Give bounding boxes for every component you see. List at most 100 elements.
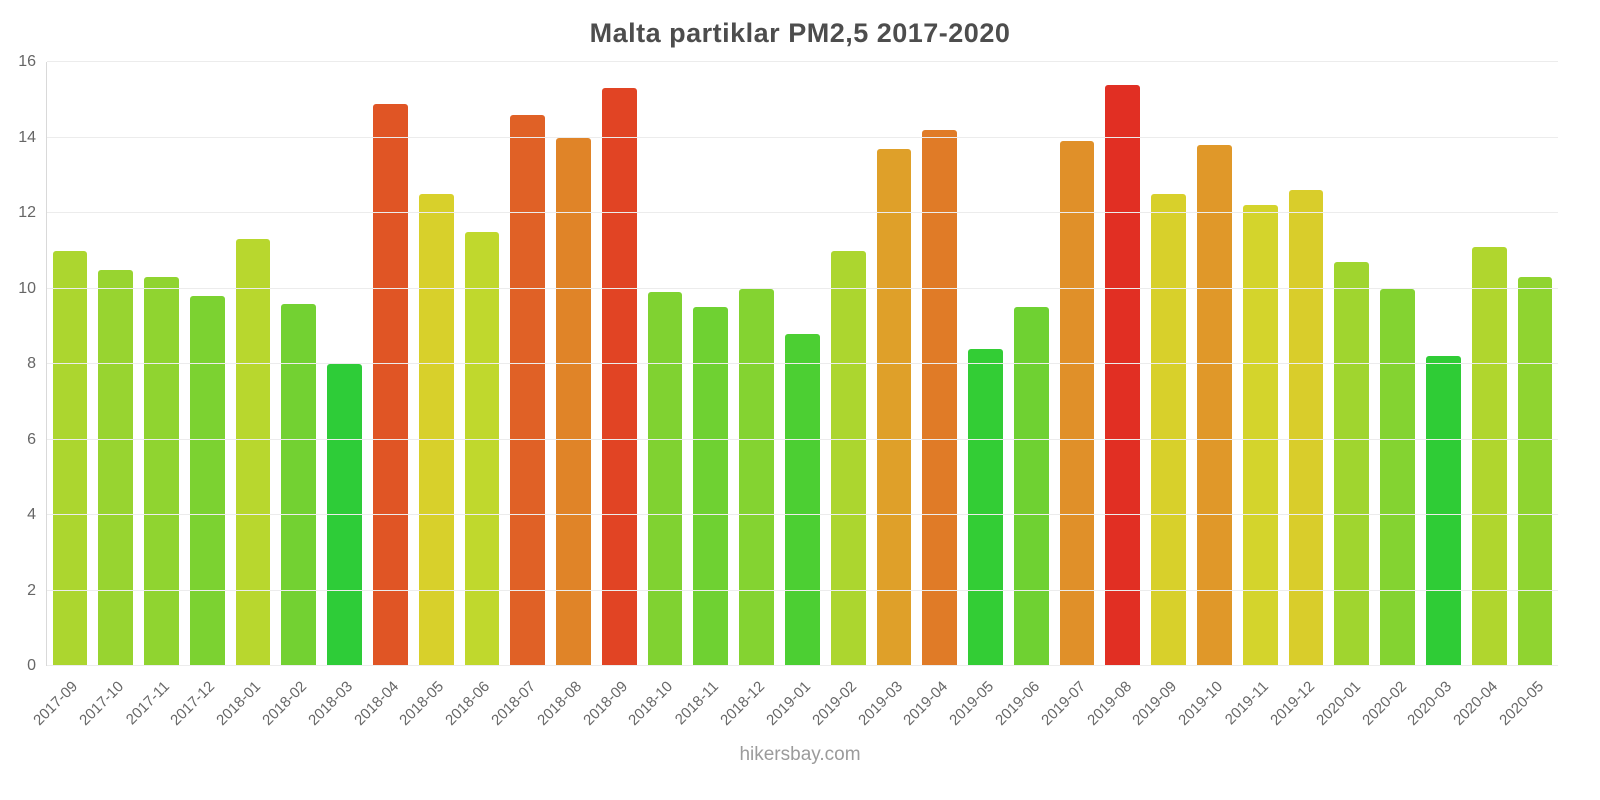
bar-slot — [184, 62, 230, 666]
x-tick-label: 2019-06 — [992, 678, 1044, 729]
bar-slot — [642, 62, 688, 666]
bar — [464, 231, 500, 666]
x-tick-label: 2018-07 — [488, 678, 540, 729]
bar — [922, 129, 958, 666]
bar — [785, 333, 820, 666]
bar — [52, 250, 88, 666]
x-tick-label: 2018-08 — [533, 678, 585, 729]
bar-slot — [1329, 62, 1375, 666]
bar — [1105, 84, 1141, 666]
bar-slot — [825, 62, 871, 666]
x-axis: 2017-09 2017-10 2017-11 2017-12 2018-01 2018-… — [30, 666, 1558, 744]
x-tick-label: 2019-04 — [900, 678, 952, 729]
bar-slot — [1054, 62, 1100, 666]
x-tick-label: 2018-02 — [259, 678, 311, 729]
bar-slot — [1466, 62, 1512, 666]
x-tick-label: 2019-02 — [808, 678, 860, 729]
x-tick-label: 2020-05 — [1496, 678, 1548, 729]
x-tick-label: 2019-07 — [1037, 678, 1089, 729]
bar — [739, 288, 774, 666]
bar-slot — [1008, 62, 1054, 666]
bar-slot — [47, 62, 93, 666]
x-tick-label: 2018-09 — [579, 678, 631, 729]
bar-slot — [1100, 62, 1146, 666]
bar-slot — [780, 62, 826, 666]
x-tick-label: 2018-01 — [213, 678, 265, 729]
x-tick-label: 2018-03 — [304, 678, 356, 729]
x-tick-label: 2020-03 — [1404, 678, 1456, 729]
x-tick-label: 2017-11 — [122, 678, 173, 729]
x-tick-label: 2017-10 — [75, 678, 127, 729]
bar — [189, 296, 225, 666]
bar — [693, 307, 729, 666]
bar-slot — [871, 62, 917, 666]
bar — [1242, 205, 1278, 666]
bar-slot — [688, 62, 734, 666]
bar — [235, 239, 271, 666]
bar — [1013, 307, 1049, 666]
x-tick-label: 2018-05 — [396, 678, 448, 729]
y-axis-label: 16 — [18, 53, 36, 70]
x-tick-label: 2019-08 — [1083, 678, 1135, 729]
bar-slot — [367, 62, 413, 666]
gridline — [47, 665, 1558, 666]
bar — [830, 250, 866, 666]
x-tick-label: 2018-04 — [350, 678, 402, 729]
x-tick-label: 2018-12 — [717, 678, 769, 729]
bar-slot — [551, 62, 597, 666]
bar — [1380, 288, 1415, 666]
bar-slot — [505, 62, 551, 666]
x-tick-label: 2019-01 — [763, 678, 815, 729]
x-tick-label: 2020-02 — [1358, 678, 1410, 729]
gridline — [47, 589, 1558, 591]
x-tick-label: 2018-06 — [442, 678, 494, 729]
x-tick-label: 2017-09 — [29, 678, 81, 729]
bar-slot — [276, 62, 322, 666]
bar-slot — [459, 62, 505, 666]
bar-slot — [1192, 62, 1238, 666]
x-tick-label: 2019-10 — [1175, 678, 1227, 729]
bar-slot — [139, 62, 185, 666]
gridline — [47, 136, 1558, 138]
gridline — [47, 61, 1558, 62]
y-axis-label: 4 — [27, 506, 36, 523]
bar — [1517, 277, 1553, 666]
gridline — [47, 287, 1558, 289]
x-tick-label: 2019-03 — [854, 678, 906, 729]
bar-slot — [230, 62, 276, 666]
bar — [418, 194, 454, 666]
y-axis-label: 2 — [27, 581, 36, 599]
bar — [98, 269, 134, 666]
bar-slot — [93, 62, 139, 666]
x-tick-label: 2019-11 — [1222, 678, 1273, 729]
bar-slot — [322, 62, 368, 666]
x-tick-label: 2020-04 — [1450, 678, 1502, 729]
bar — [556, 137, 591, 666]
gridline — [47, 363, 1558, 364]
bar — [647, 292, 683, 666]
y-axis-label: 0 — [27, 657, 36, 674]
bar — [601, 88, 637, 666]
x-tick-label: 2017-12 — [167, 678, 219, 729]
bar — [144, 277, 179, 666]
bar — [1334, 262, 1370, 666]
bar — [1471, 246, 1507, 666]
bar-slot — [917, 62, 963, 666]
y-axis-label: 6 — [27, 430, 36, 448]
footer-watermark: hikersbay.com — [739, 744, 861, 765]
x-tick-label: 2018-11 — [672, 678, 723, 729]
bar — [372, 103, 408, 666]
x-tick-label: 2019-05 — [946, 678, 998, 729]
bar-slot — [1237, 62, 1283, 666]
bar-slot — [596, 62, 642, 666]
x-tick-label: 2019-12 — [1267, 678, 1319, 729]
bar-slot — [1146, 62, 1192, 666]
bar — [968, 348, 1003, 666]
chart-title: Malta partiklar PM2,5 2017-2020 — [589, 18, 1011, 48]
y-axis-label: 12 — [18, 204, 36, 221]
bar — [1197, 145, 1232, 666]
bar-slot — [1420, 62, 1466, 666]
bar-slot — [1375, 62, 1421, 666]
y-axis-label: 8 — [27, 355, 36, 372]
